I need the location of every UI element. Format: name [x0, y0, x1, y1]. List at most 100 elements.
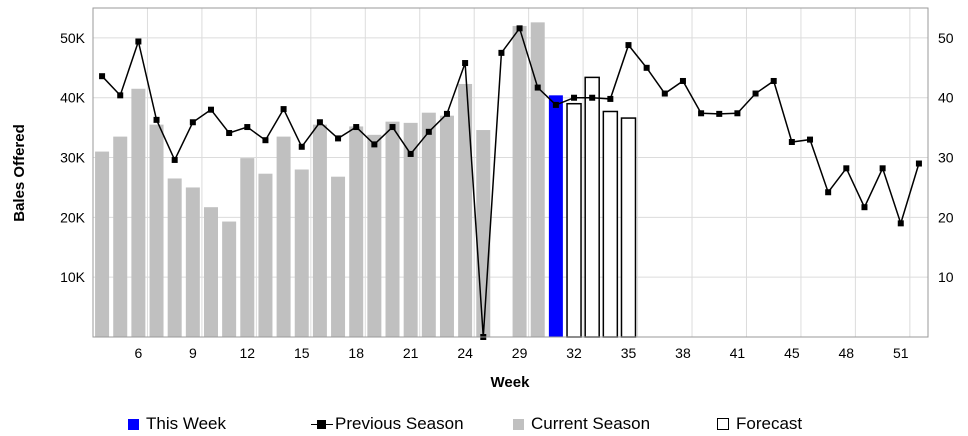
previous-season-point — [825, 189, 832, 196]
forecast-swatch — [717, 418, 729, 430]
previous-season-point — [879, 165, 886, 172]
legend-item-this-week: This Week — [128, 414, 226, 434]
previous-season-point — [498, 49, 505, 56]
this-week-bar — [548, 95, 563, 337]
previous-season-point — [244, 124, 251, 131]
current-season-bar — [113, 136, 128, 337]
y2-tick-label: 30 — [938, 150, 954, 166]
x-tick-label: 51 — [893, 345, 909, 361]
current-season-bar — [240, 158, 255, 337]
legend-label-this-week: This Week — [146, 414, 226, 433]
previous-season-point — [153, 116, 160, 123]
y-tick-label: 20K — [60, 209, 86, 225]
previous-season-point — [353, 124, 360, 131]
current-season-bar — [258, 173, 273, 337]
legend-item-previous-season: Previous Season — [311, 414, 464, 434]
previous-season-point — [425, 128, 432, 135]
x-tick-label: 18 — [348, 345, 364, 361]
current-season-bar — [385, 121, 400, 338]
previous-season-point — [552, 101, 559, 108]
previous-season-point — [643, 64, 650, 71]
legend: This Week Previous Season Current Season… — [0, 410, 968, 436]
x-tick-label: 41 — [730, 345, 746, 361]
y2-tick-label: 20 — [938, 209, 954, 225]
current-season-bar — [312, 124, 327, 338]
legend-label-current-season: Current Season — [531, 414, 651, 433]
forecast-bars — [566, 76, 637, 338]
plot-frame — [92, 7, 929, 338]
chart: 10K 20K 30K 40K 50K 10 20 30 40 50 6 9 12 15 18 21 24 2… — [11, 7, 954, 391]
x-tick-label: 48 — [839, 345, 855, 361]
legend-item-current-season: Current Season — [513, 414, 650, 434]
x-axis-title: Week — [491, 374, 531, 391]
previous-season-point — [734, 110, 741, 117]
previous-season-point — [117, 92, 124, 99]
this-week-bars — [548, 95, 563, 337]
previous-season-point — [698, 110, 705, 117]
x-tick-label: 12 — [240, 345, 256, 361]
previous-season-point — [861, 204, 868, 211]
y-axis-title: Bales Offered — [11, 124, 28, 222]
previous-season-point — [135, 38, 142, 45]
current-season-swatch — [513, 418, 524, 430]
current-season-bar — [458, 83, 473, 338]
current-season-bar — [203, 207, 218, 337]
y-tick-label: 10K — [60, 269, 86, 285]
current-season-bar — [476, 130, 491, 337]
current-season-bar — [349, 126, 364, 337]
previous-season-series — [99, 25, 922, 340]
legend-label-forecast: Forecast — [736, 414, 803, 433]
current-season-bar — [512, 25, 527, 337]
previous-season-point — [516, 25, 523, 32]
current-season-bar — [367, 134, 382, 337]
forecast-bar — [584, 76, 600, 338]
forecast-bar — [566, 102, 582, 338]
previous-season-line — [101, 26, 920, 338]
y-tick-label: 50K — [60, 30, 86, 46]
x-tick-label: 45 — [784, 345, 800, 361]
previous-season-point — [843, 165, 850, 172]
previous-season-point — [280, 106, 287, 113]
current-season-bar — [131, 88, 146, 337]
current-season-bars — [95, 22, 545, 338]
x-tick-label: 38 — [675, 345, 691, 361]
previous-season-point — [807, 136, 814, 143]
previous-season-point — [752, 90, 759, 97]
current-season-bar — [149, 124, 164, 338]
x-tick-label: 29 — [512, 345, 528, 361]
previous-season-point — [207, 106, 214, 113]
previous-season-point — [462, 60, 469, 67]
previous-season-point — [716, 110, 723, 117]
current-season-bar — [331, 176, 346, 337]
previous-season-point — [443, 110, 450, 117]
previous-season-point — [316, 119, 323, 126]
previous-season-point — [99, 73, 106, 80]
x-tick-label: 15 — [294, 345, 310, 361]
x-tick-label: 24 — [457, 345, 473, 361]
current-season-bar — [439, 115, 454, 337]
current-season-bar — [421, 112, 436, 337]
previous-season-point — [371, 141, 378, 148]
current-season-bar — [294, 169, 309, 337]
y2-tick-label: 40 — [938, 90, 954, 106]
previous-season-point — [679, 77, 686, 84]
current-season-bar — [222, 221, 237, 337]
x-tick-label: 32 — [566, 345, 582, 361]
previous-season-point — [189, 119, 196, 126]
x-tick-label: 35 — [621, 345, 637, 361]
previous-season-swatch — [311, 419, 333, 430]
previous-season-point — [607, 95, 614, 102]
previous-season-point — [915, 160, 922, 167]
previous-season-point — [625, 42, 632, 49]
previous-season-point — [335, 135, 342, 142]
current-season-bar — [276, 136, 291, 337]
previous-season-point — [589, 94, 596, 101]
previous-season-point — [534, 84, 541, 91]
current-season-bar — [530, 22, 545, 338]
forecast-bar — [602, 110, 619, 338]
previous-season-point — [226, 130, 233, 137]
previous-season-point — [788, 138, 795, 145]
current-season-bar — [403, 122, 418, 337]
previous-season-point — [571, 94, 578, 101]
previous-season-point — [171, 156, 178, 163]
